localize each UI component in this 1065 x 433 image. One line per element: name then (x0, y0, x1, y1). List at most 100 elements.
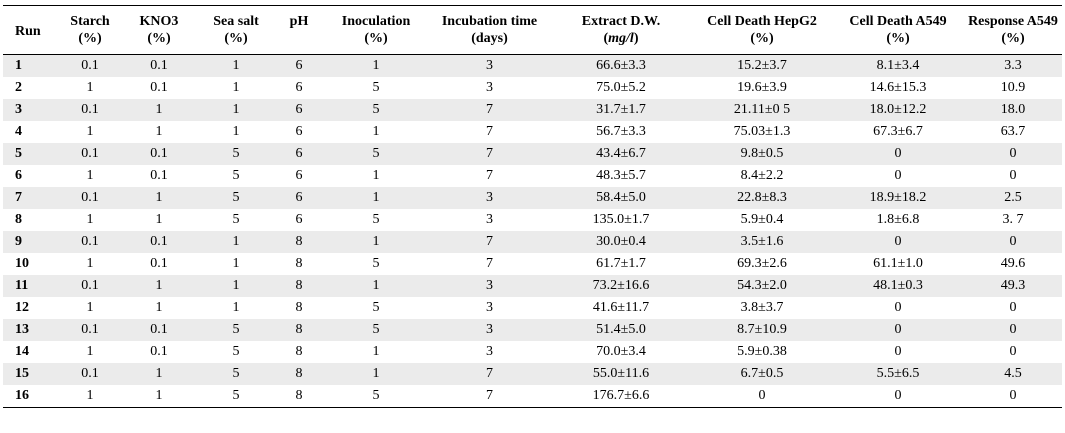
cell-run: 5 (3, 143, 59, 165)
cell-cell-death-a549: 18.9±18.2 (832, 187, 964, 209)
cell-run: 14 (3, 341, 59, 363)
cell-ph: 8 (275, 231, 323, 253)
cell-starch: 1 (59, 385, 121, 408)
cell-extract-dw: 41.6±11.7 (550, 297, 692, 319)
cell-cell-death-a549: 0 (832, 341, 964, 363)
cell-response-a549: 10.9 (964, 77, 1062, 99)
table-row: 9 0.1 0.1 1 8 1 7 30.0±0.4 3.5±1.6 0 0 (3, 231, 1062, 253)
column-header-extract-dw: Extract D.W. (mg/l) (550, 5, 692, 55)
cell-starch: 1 (59, 165, 121, 187)
cell-extract-dw: 61.7±1.7 (550, 253, 692, 275)
cell-inoculation: 1 (323, 121, 429, 143)
column-header-unit: (%) (1001, 31, 1025, 46)
cell-sea-salt: 1 (197, 77, 275, 99)
column-header-sea-salt: Sea salt (%) (197, 5, 275, 55)
cell-inoculation: 1 (323, 231, 429, 253)
cell-incubation-time: 3 (429, 209, 550, 231)
cell-sea-salt: 5 (197, 209, 275, 231)
cell-run: 9 (3, 231, 59, 253)
column-header-unit: (%) (364, 31, 388, 46)
cell-extract-dw: 70.0±3.4 (550, 341, 692, 363)
cell-extract-dw: 56.7±3.3 (550, 121, 692, 143)
column-header-unit: (%) (224, 31, 248, 46)
cell-sea-salt: 1 (197, 54, 275, 77)
cell-cell-death-hepg2: 75.03±1.3 (692, 121, 832, 143)
cell-kno3: 0.1 (121, 341, 197, 363)
cell-ph: 6 (275, 77, 323, 99)
cell-run: 16 (3, 385, 59, 408)
cell-sea-salt: 1 (197, 121, 275, 143)
cell-ph: 8 (275, 341, 323, 363)
cell-response-a549: 18.0 (964, 99, 1062, 121)
column-header-starch: Starch (%) (59, 5, 121, 55)
column-header-label: Response A549 (968, 14, 1058, 29)
cell-incubation-time: 7 (429, 363, 550, 385)
cell-incubation-time: 3 (429, 54, 550, 77)
cell-kno3: 0.1 (121, 319, 197, 341)
cell-cell-death-hepg2: 21.11±0 5 (692, 99, 832, 121)
table-header: Run Starch (%) KNO3 (%) Sea salt (%) pH Inoculat… (3, 5, 1062, 55)
cell-response-a549: 63.7 (964, 121, 1062, 143)
table-row: 4 1 1 1 6 1 7 56.7±3.3 75.03±1.3 67.3±6.7 63.7 (3, 121, 1062, 143)
cell-starch: 0.1 (59, 187, 121, 209)
cell-cell-death-a549: 1.8±6.8 (832, 209, 964, 231)
cell-ph: 6 (275, 143, 323, 165)
cell-sea-salt: 5 (197, 165, 275, 187)
cell-response-a549: 0 (964, 165, 1062, 187)
column-header-unit: (%) (78, 31, 102, 46)
cell-incubation-time: 7 (429, 143, 550, 165)
cell-ph: 8 (275, 385, 323, 408)
cell-response-a549: 3. 7 (964, 209, 1062, 231)
column-header-label: Sea salt (213, 14, 259, 29)
cell-sea-salt: 1 (197, 297, 275, 319)
table-row: 6 1 0.1 5 6 1 7 48.3±5.7 8.4±2.2 0 0 (3, 165, 1062, 187)
cell-starch: 1 (59, 209, 121, 231)
table-row: 8 1 1 5 6 5 3 135.0±1.7 5.9±0.4 1.8±6.8 3. 7 (3, 209, 1062, 231)
cell-cell-death-a549: 48.1±0.3 (832, 275, 964, 297)
cell-ph: 8 (275, 319, 323, 341)
cell-response-a549: 49.6 (964, 253, 1062, 275)
cell-run: 13 (3, 319, 59, 341)
cell-starch: 0.1 (59, 275, 121, 297)
cell-starch: 0.1 (59, 319, 121, 341)
table-row: 7 0.1 1 5 6 1 3 58.4±5.0 22.8±8.3 18.9±18.2 2.5 (3, 187, 1062, 209)
cell-inoculation: 5 (323, 143, 429, 165)
column-header-kno3: KNO3 (%) (121, 5, 197, 55)
cell-sea-salt: 5 (197, 143, 275, 165)
cell-cell-death-hepg2: 5.9±0.38 (692, 341, 832, 363)
cell-run: 6 (3, 165, 59, 187)
cell-kno3: 1 (121, 209, 197, 231)
cell-ph: 6 (275, 165, 323, 187)
cell-cell-death-hepg2: 3.5±1.6 (692, 231, 832, 253)
table-body: 1 0.1 0.1 1 6 1 3 66.6±3.3 15.2±3.7 8.1±3.4 3.3 2 1 0… (3, 54, 1062, 408)
cell-starch: 0.1 (59, 363, 121, 385)
cell-sea-salt: 5 (197, 363, 275, 385)
column-header-cell-death-a549: Cell Death A549 (%) (832, 5, 964, 55)
header-row: Run Starch (%) KNO3 (%) Sea salt (%) pH Inoculat… (3, 5, 1062, 55)
cell-response-a549: 0 (964, 143, 1062, 165)
cell-starch: 1 (59, 121, 121, 143)
cell-extract-dw: 176.7±6.6 (550, 385, 692, 408)
cell-run: 12 (3, 297, 59, 319)
cell-run: 7 (3, 187, 59, 209)
experiment-results-table: Run Starch (%) KNO3 (%) Sea salt (%) pH Inoculat… (3, 5, 1062, 408)
cell-starch: 1 (59, 253, 121, 275)
cell-extract-dw: 31.7±1.7 (550, 99, 692, 121)
cell-extract-dw: 58.4±5.0 (550, 187, 692, 209)
cell-run: 4 (3, 121, 59, 143)
cell-sea-salt: 1 (197, 275, 275, 297)
cell-inoculation: 5 (323, 253, 429, 275)
cell-cell-death-a549: 5.5±6.5 (832, 363, 964, 385)
column-header-label: Run (15, 24, 41, 39)
table-row: 10 1 0.1 1 8 5 7 61.7±1.7 69.3±2.6 61.1±1.0 49.6 (3, 253, 1062, 275)
cell-incubation-time: 7 (429, 99, 550, 121)
cell-run: 8 (3, 209, 59, 231)
table-row: 3 0.1 1 1 6 5 7 31.7±1.7 21.11±0 5 18.0±12.2 18.0 (3, 99, 1062, 121)
cell-kno3: 0.1 (121, 143, 197, 165)
cell-inoculation: 1 (323, 275, 429, 297)
column-header-label: Cell Death HepG2 (707, 14, 817, 29)
cell-ph: 8 (275, 253, 323, 275)
column-header-run: Run (3, 5, 59, 55)
cell-response-a549: 0 (964, 319, 1062, 341)
